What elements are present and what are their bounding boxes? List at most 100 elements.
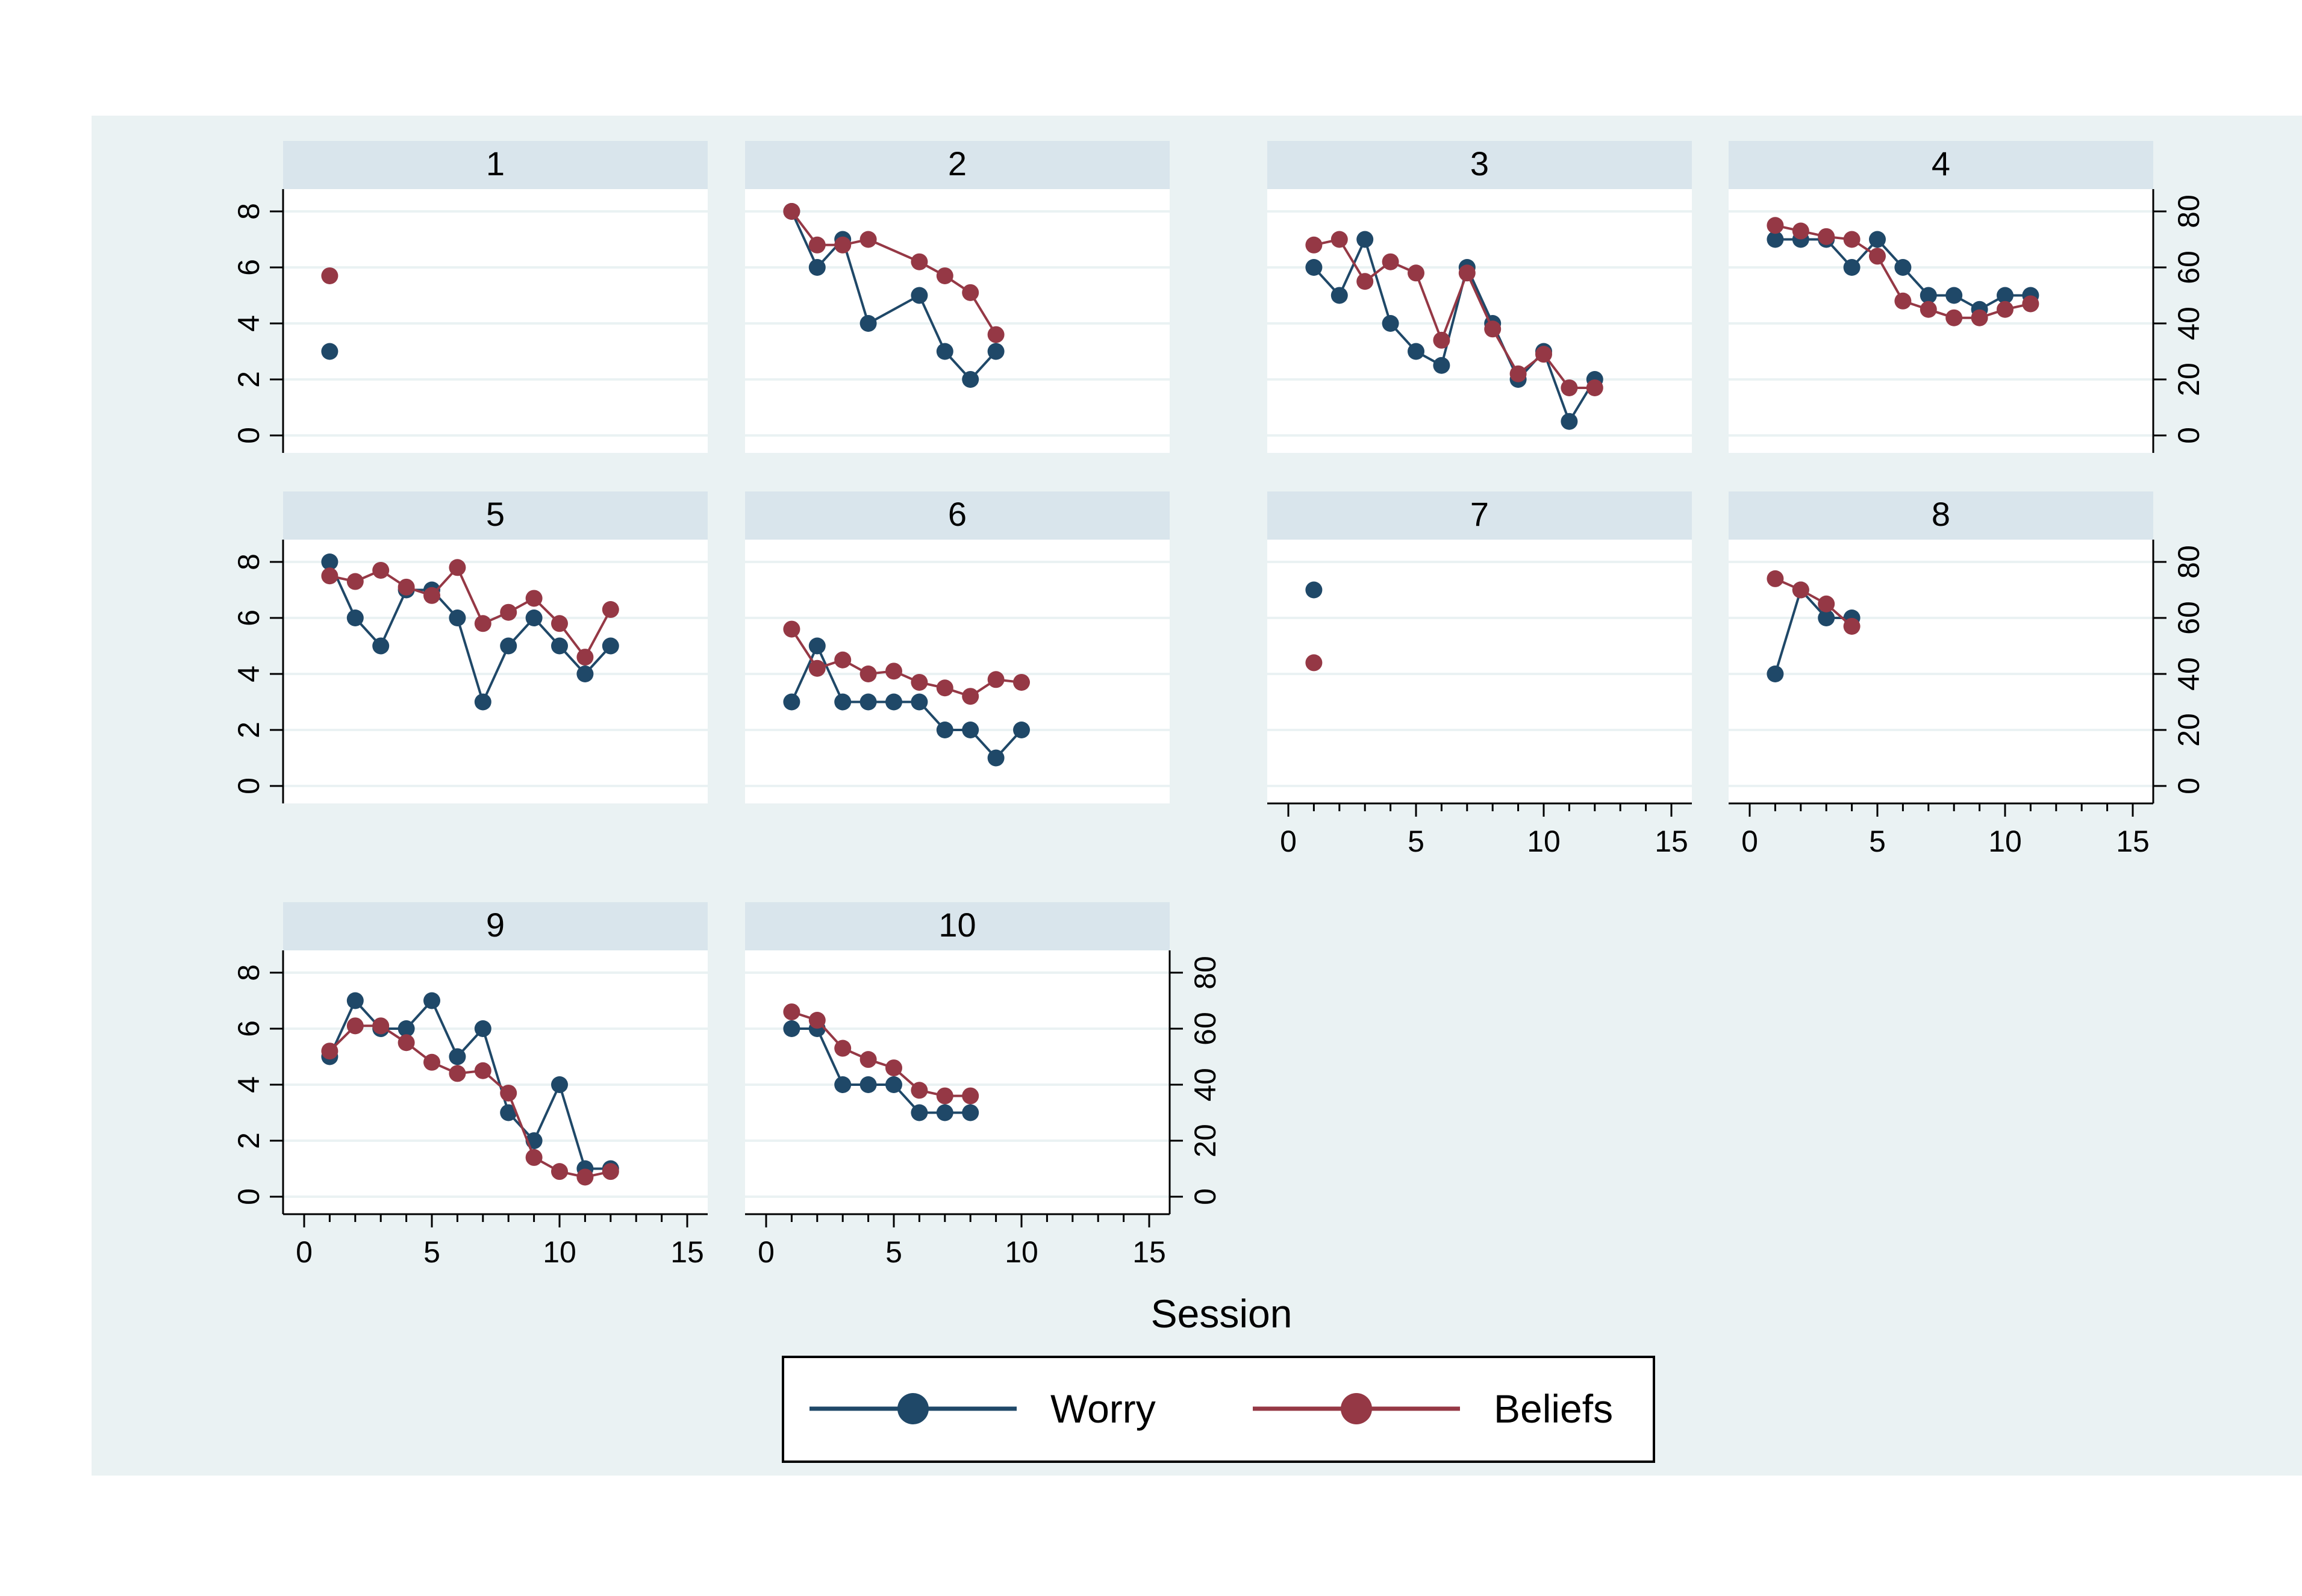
beliefs-point — [1997, 301, 2013, 318]
beliefs-point — [1561, 379, 1578, 396]
beliefs-point — [1767, 217, 1784, 234]
panel-header — [745, 491, 1170, 540]
y-tick-label-left: 8 — [232, 553, 266, 570]
worry-point — [962, 371, 979, 388]
worry-point — [911, 287, 928, 304]
beliefs-point — [987, 326, 1005, 343]
beliefs-point — [1586, 379, 1603, 396]
worry-point — [1945, 287, 1963, 304]
legend-worry-marker — [897, 1393, 929, 1424]
y-tick-label-right: 80 — [2172, 545, 2206, 579]
legend-beliefs-label: Beliefs — [1494, 1386, 1613, 1431]
beliefs-point — [783, 620, 800, 638]
worry-point — [1408, 343, 1424, 360]
x-tick-label: 0 — [1741, 824, 1758, 858]
worry-point — [962, 722, 979, 738]
worry-point — [859, 315, 877, 332]
beliefs-point — [602, 601, 619, 619]
worry-point — [500, 637, 517, 655]
x-tick-label: 15 — [2116, 824, 2150, 858]
y-tick-label-right: 60 — [2172, 601, 2206, 635]
plot-area — [1267, 540, 1692, 803]
x-tick-label: 15 — [670, 1235, 704, 1269]
y-tick-label-right: 20 — [1188, 1124, 1222, 1158]
beliefs-point — [500, 603, 517, 621]
y-tick-label-left: 8 — [232, 203, 266, 220]
beliefs-point — [834, 651, 852, 669]
beliefs-point — [525, 590, 543, 607]
worry-point — [1894, 259, 1912, 276]
y-tick-label-right: 80 — [2172, 195, 2206, 228]
beliefs-point — [936, 1087, 953, 1105]
worry-point — [987, 749, 1005, 767]
beliefs-point — [834, 236, 852, 254]
worry-point — [551, 1076, 568, 1093]
beliefs-point — [576, 649, 594, 666]
y-tick-label-right: 20 — [2172, 713, 2206, 747]
beliefs-point — [372, 1017, 390, 1035]
beliefs-point — [962, 688, 979, 705]
y-tick-label-right: 60 — [2172, 251, 2206, 284]
y-tick-label-left: 4 — [232, 1076, 266, 1093]
beliefs-point — [474, 1062, 491, 1079]
y-tick-label-left: 6 — [232, 1020, 266, 1037]
panel-header — [1729, 141, 2153, 189]
beliefs-point — [449, 559, 466, 576]
panel-7: 7 0 5 10 15 — [1267, 491, 1692, 858]
worry-point — [911, 693, 928, 711]
worry-point — [474, 1020, 491, 1037]
beliefs-point — [1792, 222, 1809, 240]
beliefs-line — [790, 628, 1022, 698]
worry-line — [790, 643, 1023, 760]
beliefs-point — [474, 615, 491, 632]
worry-point — [1305, 259, 1323, 276]
panel-title: 6 — [948, 495, 967, 533]
worry-point — [1818, 609, 1835, 626]
worry-point — [885, 693, 902, 711]
beliefs-point — [449, 1065, 466, 1082]
beliefs-point — [1433, 331, 1450, 349]
beliefs-point — [321, 267, 338, 284]
worry-point — [1843, 259, 1861, 276]
y-tick-label-left: 2 — [232, 371, 266, 388]
beliefs-point — [911, 673, 928, 691]
panel-title: 3 — [1470, 145, 1489, 182]
legend-worry-label: Worry — [1050, 1386, 1156, 1431]
worry-point — [1013, 722, 1030, 738]
beliefs-point — [500, 1084, 517, 1102]
plot-area — [745, 540, 1170, 803]
worry-point — [576, 666, 594, 682]
panel-5: 5 0 2 4 6 8 — [232, 491, 708, 803]
beliefs-point — [1920, 301, 1937, 318]
beliefs-point — [1945, 309, 1963, 326]
beliefs-point — [859, 666, 877, 682]
beliefs-point — [808, 236, 826, 254]
panel-3: 3 — [1267, 141, 1692, 453]
y-tick-label-right: 80 — [1188, 956, 1222, 990]
beliefs-point — [1818, 228, 1835, 245]
x-tick-label: 0 — [758, 1235, 775, 1269]
y-tick-label-right: 0 — [2172, 427, 2206, 444]
panel-title: 10 — [938, 906, 976, 944]
y-tick-label-left: 0 — [232, 778, 266, 794]
beliefs-point — [1843, 231, 1861, 248]
y-tick-label-left: 0 — [232, 427, 266, 444]
worry-point — [1767, 666, 1784, 682]
beliefs-point — [1535, 346, 1552, 363]
plot-area — [1729, 540, 2153, 803]
x-tick-label: 5 — [1408, 824, 1424, 858]
worry-point — [602, 637, 619, 655]
panel-1: 1 0 2 4 6 8 — [232, 141, 708, 453]
beliefs-point — [783, 1003, 800, 1021]
worry-point — [936, 1104, 953, 1121]
beliefs-point — [1013, 673, 1030, 691]
y-tick-label-right: 40 — [1188, 1068, 1222, 1102]
panel-header — [1267, 141, 1692, 189]
panel-header — [745, 902, 1170, 950]
worry-point — [783, 693, 800, 711]
beliefs-point — [1458, 264, 1476, 282]
y-tick-label-right: 0 — [2172, 778, 2206, 794]
beliefs-point — [398, 578, 415, 596]
